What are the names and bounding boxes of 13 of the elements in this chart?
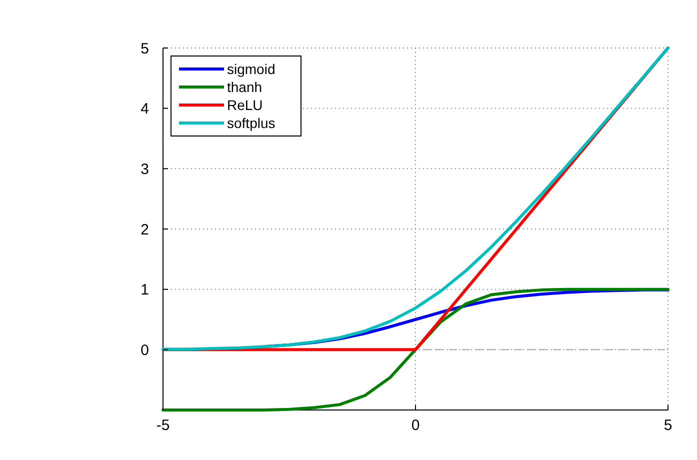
y-tick-label: 0 — [140, 342, 149, 359]
legend-label: ReLU — [227, 96, 263, 113]
x-tick-label: -5 — [156, 417, 170, 434]
y-tick-label: 1 — [140, 282, 149, 299]
y-tick-label: 4 — [140, 100, 149, 118]
legend-label: thanh — [227, 78, 262, 95]
x-tick-label: 0 — [411, 417, 420, 434]
legend-label: softplus — [227, 114, 276, 131]
y-tick-label: 2 — [140, 221, 149, 238]
legend-label: sigmoid — [227, 60, 276, 77]
y-tick-label: 3 — [140, 160, 149, 178]
x-tick-label: 5 — [664, 417, 672, 434]
y-tick-label: 5 — [140, 40, 149, 58]
